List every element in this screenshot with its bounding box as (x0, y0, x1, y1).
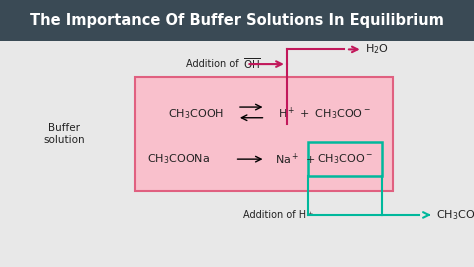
Text: $\mathregular{^+}$: $\mathregular{^+}$ (306, 210, 314, 219)
Text: $\mathregular{H^+}$: $\mathregular{H^+}$ (278, 106, 296, 121)
Text: $\mathregular{CH_3COOH}$: $\mathregular{CH_3COOH}$ (436, 208, 474, 222)
Text: $\mathregular{H_2O}$: $\mathregular{H_2O}$ (365, 42, 389, 56)
Text: Addition of: Addition of (186, 59, 242, 69)
Text: $\mathregular{CH_3COOH}$: $\mathregular{CH_3COOH}$ (168, 107, 224, 121)
Text: $\mathregular{\ + \ CH_3COO^-}$: $\mathregular{\ + \ CH_3COO^-}$ (294, 107, 371, 121)
Text: The Importance Of Buffer Solutions In Equilibrium: The Importance Of Buffer Solutions In Eq… (30, 13, 444, 28)
FancyBboxPatch shape (0, 0, 474, 41)
Text: $\mathregular{\overline{OH}}$: $\mathregular{\overline{OH}}$ (243, 57, 261, 72)
FancyBboxPatch shape (308, 142, 382, 176)
Text: Buffer
solution: Buffer solution (43, 123, 85, 145)
Text: $\mathregular{Na^+\ +}$: $\mathregular{Na^+\ +}$ (275, 151, 316, 167)
Text: $\mathregular{CH_3COO^-}$: $\mathregular{CH_3COO^-}$ (317, 152, 373, 166)
FancyBboxPatch shape (135, 77, 393, 191)
Text: $\mathregular{CH_3COONa}$: $\mathregular{CH_3COONa}$ (147, 152, 210, 166)
Text: Addition of H: Addition of H (243, 210, 306, 220)
